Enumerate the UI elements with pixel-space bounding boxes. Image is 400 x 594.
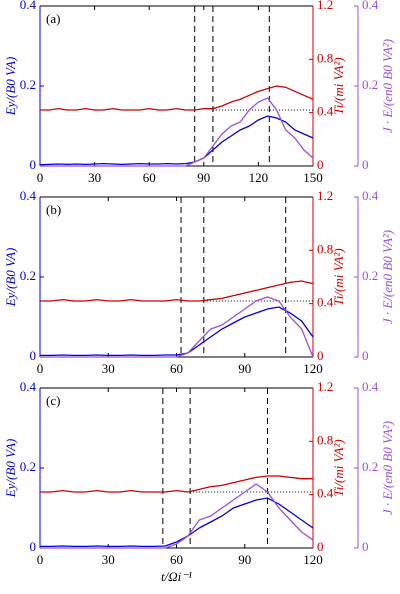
x-tick-label: 90	[238, 552, 251, 567]
y2-axis-label: Ti/(mi VA²)	[331, 248, 346, 305]
y2-tick-label: 1.2	[317, 379, 333, 394]
x-tick-label: 150	[303, 170, 323, 185]
x-tick-label: 60	[143, 170, 156, 185]
series-line	[40, 85, 314, 111]
y-tick-label: 0	[30, 157, 37, 172]
y3-tick-label: 0.4	[362, 0, 379, 12]
x-tick-label: 30	[102, 552, 115, 567]
series-line	[40, 497, 314, 548]
y3-tick-label: 0	[362, 348, 369, 363]
y2-axis-label: Ti/(mi VA²)	[331, 439, 346, 496]
x-tick-label: 90	[238, 361, 251, 376]
x-tick-label: 0	[37, 552, 44, 567]
y-tick-label: 0.4	[20, 379, 37, 394]
y3-axis-label: J · E/(en0 B0 VA²)	[380, 230, 395, 324]
series-line	[40, 306, 314, 357]
y-tick-label: 0	[30, 348, 37, 363]
x-tick-label: 90	[197, 170, 210, 185]
y-tick-label: 0.2	[20, 459, 36, 474]
x-tick-label: 120	[303, 361, 323, 376]
panel-label: (c)	[46, 393, 60, 408]
y3-tick-label: 0.2	[362, 268, 378, 283]
y3-tick-label: 0.4	[362, 188, 379, 203]
y2-tick-label: 0.8	[317, 241, 333, 256]
y2-tick-label: 0	[317, 348, 324, 363]
y3-axis-label: J · E/(en0 B0 VA²)	[380, 421, 395, 515]
x-tick-label: 0	[37, 170, 44, 185]
series-line	[40, 280, 314, 302]
x-tick-label: 30	[88, 170, 101, 185]
x-tick-label: 60	[170, 361, 183, 376]
y2-axis-label: Ti/(mi VA²)	[331, 57, 346, 114]
y-tick-label: 0.2	[20, 77, 36, 92]
y2-tick-label: 0	[317, 157, 324, 172]
series-line	[40, 97, 314, 167]
y-tick-label: 0.4	[20, 188, 37, 203]
y3-tick-label: 0.2	[362, 77, 378, 92]
y2-tick-label: 1.2	[317, 188, 333, 203]
y-axis-label: Ey/(B0 VA)	[3, 439, 18, 499]
y2-tick-label: 0.4	[317, 486, 334, 501]
series-line	[40, 483, 314, 549]
x-tick-label: 120	[249, 170, 269, 185]
y3-tick-label: 0.2	[362, 459, 378, 474]
y2-tick-label: 1.2	[317, 0, 333, 12]
y-tick-label: 0	[30, 539, 37, 554]
y3-axis-label: J · E/(en0 B0 VA²)	[380, 39, 395, 133]
x-tick-label: 0	[37, 361, 44, 376]
y-tick-label: 0.4	[20, 0, 37, 12]
y-axis-label: Ey/(B0 VA)	[3, 248, 18, 308]
y-tick-label: 0.2	[20, 268, 36, 283]
x-tick-label: 60	[170, 552, 183, 567]
series-line	[40, 475, 313, 493]
y2-tick-label: 0	[317, 539, 324, 554]
x-tick-label: 120	[303, 552, 323, 567]
y2-tick-label: 0.4	[317, 104, 334, 119]
panel-label: (b)	[46, 202, 61, 217]
series-line	[40, 296, 314, 358]
x-tick-label: 30	[102, 361, 115, 376]
x-axis-label: t/Ωi⁻¹	[161, 569, 192, 584]
y3-tick-label: 0	[362, 157, 369, 172]
y2-tick-label: 0.8	[317, 432, 333, 447]
series-line	[39, 115, 314, 166]
y2-tick-label: 0.8	[317, 50, 333, 65]
y3-tick-label: 0.4	[362, 379, 379, 394]
y3-tick-label: 0	[362, 539, 369, 554]
panel-label: (a)	[46, 11, 60, 26]
y2-tick-label: 0.4	[317, 295, 334, 310]
y-axis-label: Ey/(B0 VA)	[3, 57, 18, 117]
